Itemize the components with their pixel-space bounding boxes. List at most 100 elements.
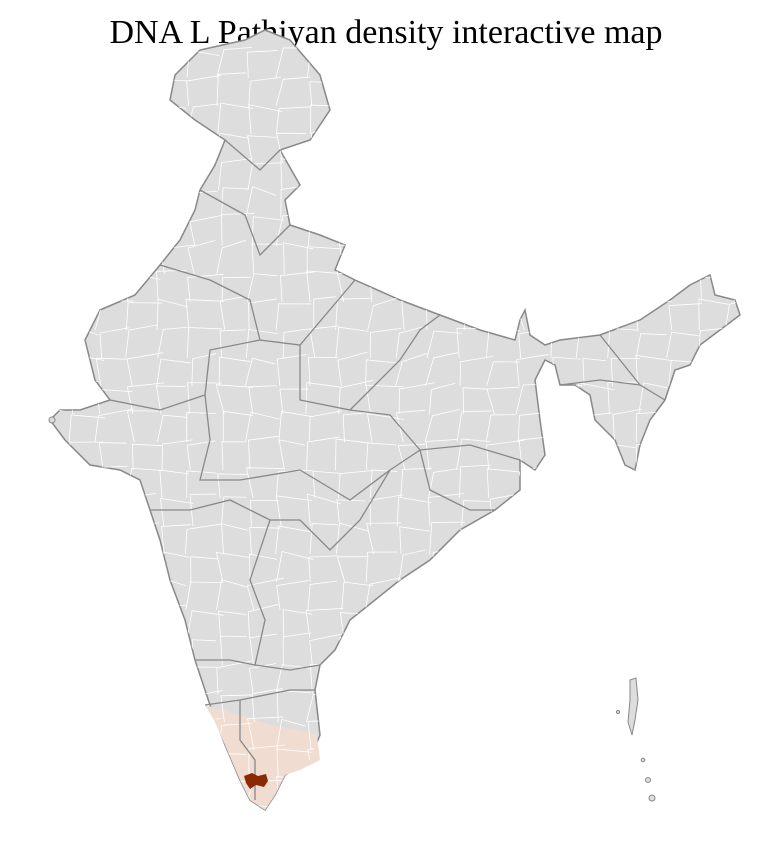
district-border-line: [426, 330, 463, 359]
district-border-line: [698, 607, 728, 639]
district-border-line: [50, 241, 66, 275]
district-border-line: [306, 493, 342, 527]
district-border-line: [126, 352, 164, 387]
district-border-line: [427, 47, 464, 79]
district-border-line: [486, 468, 523, 499]
district-border-line: [186, 74, 222, 107]
district-border-line: [245, 411, 280, 443]
district-border-line: [519, 240, 555, 275]
district-border-line: [248, 435, 280, 471]
district-border-line: [727, 213, 740, 247]
district-border-line: [702, 773, 731, 807]
district-border-line: [65, 801, 100, 810]
state-borders: [109, 139, 666, 800]
highlighted-district[interactable]: [244, 773, 268, 789]
district-border-line: [486, 161, 521, 191]
district-border-line: [369, 215, 397, 247]
district-border-line: [668, 359, 697, 387]
district-border-line: [370, 78, 405, 107]
district-border-line: [275, 664, 312, 695]
district-border-line: [191, 353, 217, 387]
district-border-line: [665, 158, 705, 191]
district-border-line: [309, 325, 339, 359]
district-border-line: [518, 189, 554, 219]
district-border-line: [313, 296, 336, 331]
district-border-line: [456, 100, 491, 135]
highlighted-region-south[interactable]: [205, 705, 320, 810]
district-border-line: [726, 73, 740, 107]
district-border-line: [365, 359, 399, 387]
district-border-line: [335, 522, 369, 555]
district-border-line: [664, 127, 706, 163]
district-border-line: [728, 717, 740, 751]
district-border-line: [547, 301, 577, 331]
district-border-line: [726, 99, 740, 135]
district-border-line: [221, 441, 246, 471]
district-border-line: [546, 444, 578, 471]
district-border-line: [131, 579, 161, 611]
district-border-line: [365, 442, 397, 471]
district-border-line: [698, 438, 732, 471]
district-border-line: [369, 102, 405, 135]
district-border-line: [187, 239, 216, 275]
district-border-line: [637, 717, 666, 751]
district-border-line: [95, 130, 127, 163]
district-border-line: [697, 494, 733, 527]
district-border-line: [725, 328, 740, 359]
district-border-line: [278, 439, 306, 471]
district-border-line: [95, 750, 127, 779]
andaman-nicobar-islands[interactable]: [48, 416, 656, 802]
district-border-line: [276, 802, 307, 810]
district-border-line: [487, 744, 523, 779]
district-border-line: [186, 610, 224, 639]
district-border-line: [337, 716, 371, 751]
district-border-line: [249, 633, 277, 667]
district-border-line: [672, 184, 705, 219]
district-border-line: [518, 436, 552, 471]
district-border-line: [725, 439, 740, 471]
district-border-line: [703, 803, 732, 810]
district-border-line: [635, 354, 673, 387]
district-border-line: [309, 775, 344, 807]
district-border-line: [216, 579, 247, 611]
district-border-line: [546, 384, 583, 415]
district-border-line: [515, 77, 548, 107]
district-border-line: [517, 493, 547, 527]
district-border-line: [94, 663, 126, 695]
district-border-line: [338, 211, 375, 247]
district-border-line: [518, 694, 550, 723]
district-border-line: [98, 442, 127, 471]
district-border-line: [575, 523, 614, 555]
district-border-line: [605, 466, 637, 499]
district-border-line: [580, 163, 609, 191]
district-border-line: [425, 240, 462, 275]
district-border-line: [50, 130, 66, 163]
district-border-line: [698, 244, 735, 275]
district-border-line: [366, 522, 402, 555]
district-border-line: [696, 663, 728, 695]
district-border-line: [95, 357, 127, 387]
district-border-line: [552, 239, 580, 275]
district-border-line: [578, 438, 607, 471]
district-border-line: [308, 555, 338, 583]
district-border-line: [216, 46, 252, 79]
district-border-line: [637, 496, 675, 527]
district-border-line: [519, 552, 551, 583]
district-border-line: [546, 551, 585, 583]
district-border-line: [725, 243, 740, 275]
district-border-line: [67, 157, 96, 191]
district-border-line: [218, 356, 250, 387]
district-border-line: [461, 548, 491, 583]
district-border-line: [635, 333, 667, 359]
district-border-line: [611, 160, 643, 191]
district-border-line: [486, 74, 525, 107]
district-border-line: [131, 443, 163, 471]
district-border-line: [664, 386, 701, 415]
district-border-line: [576, 605, 607, 639]
district-border-line: [50, 105, 67, 135]
district-border-line: [696, 353, 733, 387]
district-border-line: [574, 777, 614, 807]
district-border-line: [698, 298, 729, 331]
district-border-line: [336, 556, 369, 583]
